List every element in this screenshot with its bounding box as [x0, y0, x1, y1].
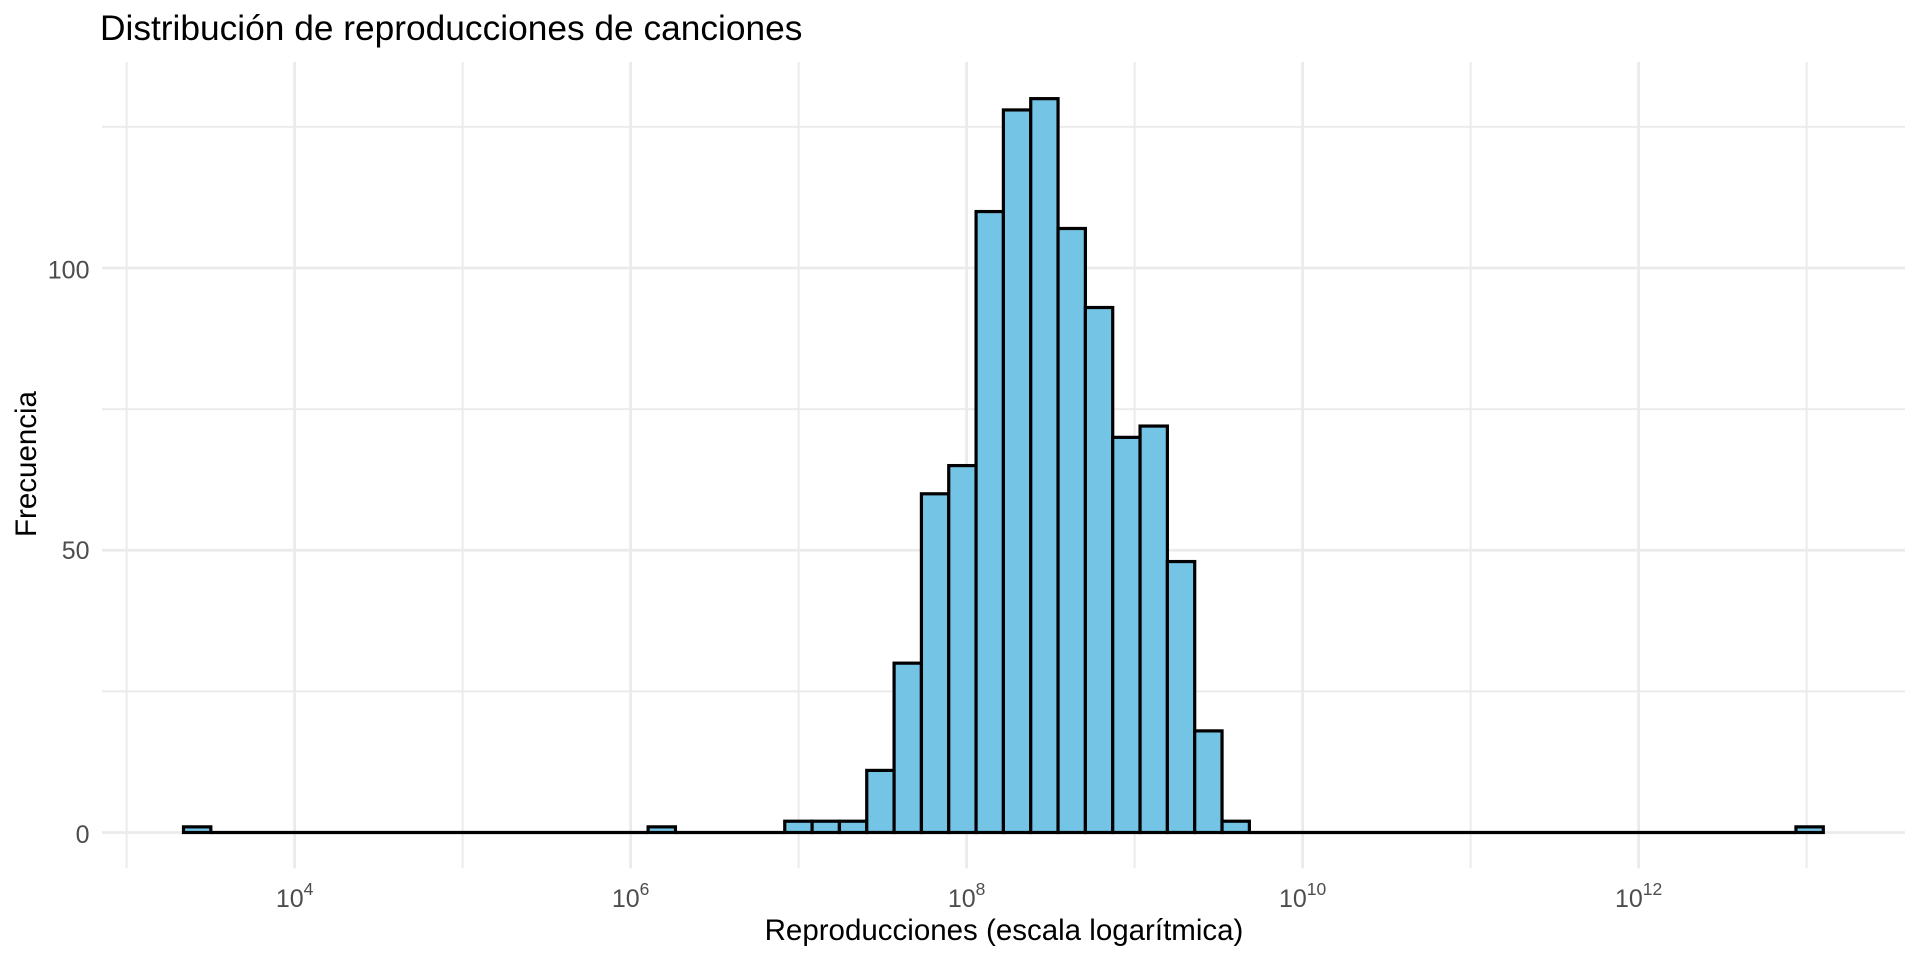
svg-text:Distribución de reproducciones: Distribución de reproducciones de cancio…: [100, 9, 802, 48]
svg-text:100: 100: [48, 257, 90, 285]
svg-text:1012: 1012: [1615, 879, 1662, 913]
svg-text:106: 106: [612, 879, 650, 913]
svg-text:Frecuencia: Frecuencia: [10, 390, 43, 537]
svg-text:104: 104: [276, 879, 314, 913]
svg-text:0: 0: [76, 821, 90, 849]
svg-text:50: 50: [62, 537, 90, 565]
svg-text:1010: 1010: [1279, 879, 1327, 913]
svg-text:108: 108: [948, 879, 986, 913]
svg-text:Reproducciones (escala logarít: Reproducciones (escala logarítmica): [765, 914, 1244, 947]
